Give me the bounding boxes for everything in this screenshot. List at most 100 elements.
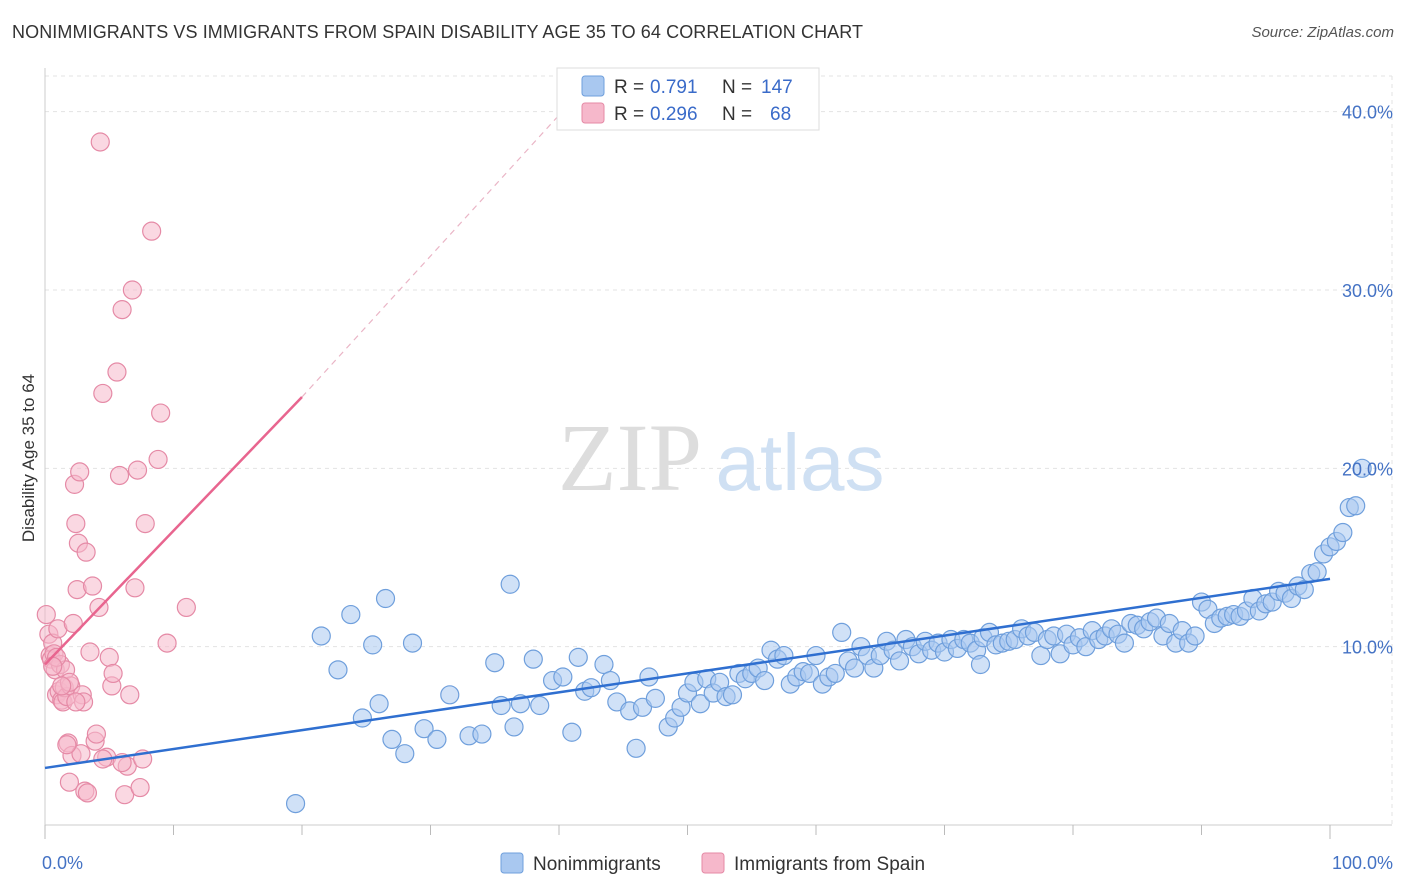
data-point: [151, 403, 171, 423]
data-point: [568, 647, 588, 667]
data-point: [500, 574, 520, 594]
data-point: [382, 729, 402, 750]
watermark: ZIP atlas: [558, 404, 884, 511]
data-point: [86, 724, 107, 744]
data-point: [1114, 633, 1135, 653]
data-point: [504, 717, 524, 737]
data-point: [125, 578, 145, 598]
data-point: [112, 300, 132, 320]
data-point: [562, 722, 582, 742]
legend-swatch-nonimmigrants: [581, 75, 605, 97]
legend-row-nonimmigrants: R = 0.791 N = 147: [581, 75, 793, 98]
data-point: [66, 514, 86, 534]
data-point: [485, 653, 505, 673]
data-point: [553, 667, 573, 687]
legend-r-label: R =: [614, 77, 644, 98]
data-point: [1031, 645, 1051, 666]
data-point: [120, 685, 140, 705]
data-point: [427, 729, 447, 750]
data-point: [440, 685, 460, 705]
trend-line-extension: [301, 107, 566, 398]
data-point: [1346, 496, 1366, 516]
x-tick-label: 0.0%: [42, 853, 83, 873]
bottom-legend-label-immigrants-spain: Immigrants from Spain: [734, 854, 925, 875]
data-point: [57, 735, 77, 755]
data-points: [36, 132, 1372, 814]
bottom-legend-nonimmigrants: Nonimmigrants: [500, 852, 661, 875]
y-tick-label: 40.0%: [1342, 103, 1393, 123]
bottom-legend-label-nonimmigrants: Nonimmigrants: [533, 854, 661, 875]
data-point: [369, 694, 389, 714]
data-point: [352, 708, 372, 728]
data-point: [1352, 458, 1372, 478]
data-point: [825, 663, 845, 684]
data-point: [690, 694, 710, 714]
data-point: [148, 449, 168, 470]
data-point: [844, 658, 865, 678]
data-point: [80, 642, 100, 662]
data-point: [645, 688, 665, 708]
data-point: [103, 663, 123, 684]
data-point: [722, 685, 743, 705]
legend-r-value: 0.791: [650, 77, 698, 98]
x-tick-label: 100.0%: [1332, 853, 1393, 873]
axes: [44, 68, 1392, 839]
data-point: [328, 660, 348, 680]
data-point: [52, 676, 72, 696]
data-point: [774, 645, 794, 666]
data-point: [107, 362, 127, 382]
chart-source: Source: ZipAtlas.com: [1251, 24, 1394, 41]
data-point: [130, 777, 150, 798]
data-point: [76, 542, 96, 562]
data-point: [594, 654, 614, 675]
bottom-legend-immigrants-spain: Immigrants from Spain: [701, 852, 925, 875]
data-point: [523, 649, 543, 669]
y-tick-label: 30.0%: [1342, 281, 1393, 301]
chart-title: NONIMMIGRANTS VS IMMIGRANTS FROM SPAIN D…: [12, 22, 864, 42]
data-point: [157, 633, 177, 653]
data-point: [889, 651, 910, 671]
trend-line: [44, 396, 303, 666]
legend-r-label: R =: [614, 104, 644, 125]
trend-line: [44, 577, 1331, 770]
legend-n-label: N =: [722, 77, 752, 98]
y-tick-labels: 10.0% 20.0% 30.0% 40.0%: [1342, 103, 1393, 658]
series-immigrants-spain: [36, 132, 196, 805]
data-point: [122, 280, 142, 300]
data-point: [341, 604, 361, 625]
data-point: [63, 613, 83, 634]
data-point: [43, 656, 63, 676]
legend: R = 0.791 N = 147 R = 0.296 N = 68: [556, 67, 820, 131]
data-point: [77, 783, 98, 803]
data-point: [99, 647, 119, 667]
data-point: [530, 695, 550, 716]
data-point: [1307, 562, 1327, 582]
data-point: [395, 744, 415, 764]
data-point: [1185, 626, 1205, 646]
data-point: [375, 588, 396, 609]
data-point: [66, 692, 86, 712]
data-point: [135, 514, 155, 534]
data-point: [285, 793, 306, 814]
y-axis-label: Disability Age 35 to 64: [19, 374, 38, 542]
data-point: [832, 622, 852, 643]
legend-row-immigrants-spain: R = 0.296 N = 68: [581, 102, 791, 125]
data-point: [1333, 522, 1353, 543]
data-point: [363, 635, 383, 655]
x-tick-labels: 0.0% 100.0%: [42, 853, 1393, 873]
data-point: [799, 663, 820, 684]
data-point: [142, 221, 162, 241]
data-point: [59, 772, 80, 792]
series-nonimmigrants: [285, 458, 1372, 814]
legend-swatch-immigrants-spain: [581, 102, 605, 124]
data-point: [311, 626, 331, 646]
data-point: [414, 719, 434, 739]
watermark-atlas: atlas: [716, 418, 885, 507]
data-point: [626, 738, 646, 758]
data-point: [36, 604, 56, 625]
legend-n-label: N =: [722, 104, 752, 125]
data-point: [402, 633, 423, 653]
bottom-legend-swatch-immigrants-spain: [701, 852, 725, 874]
data-point: [472, 724, 492, 744]
